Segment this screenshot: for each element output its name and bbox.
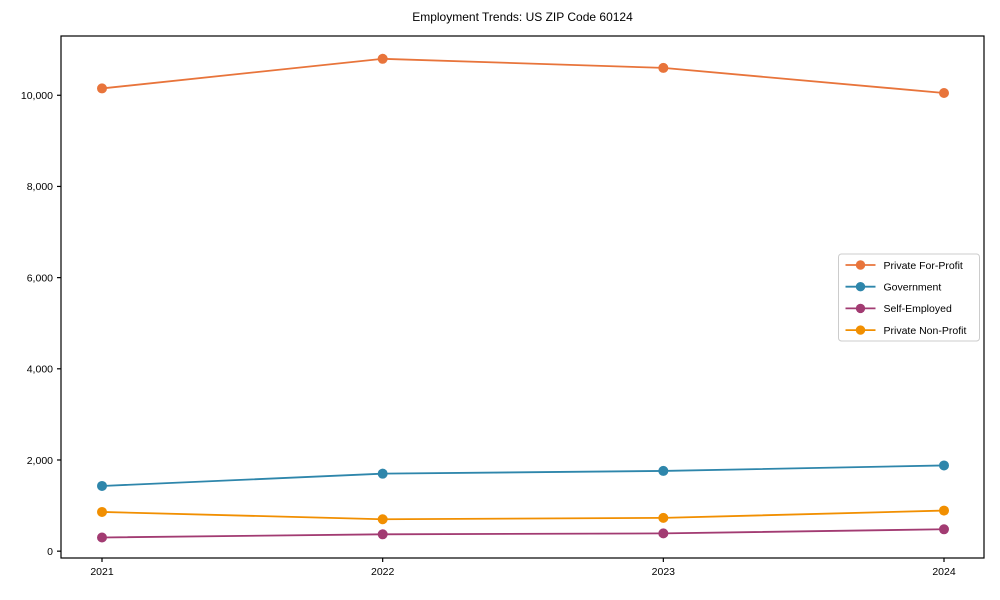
- x-tick-label: 2022: [371, 566, 395, 578]
- legend-label: Private Non-Profit: [884, 325, 967, 337]
- x-tick-label: 2024: [932, 566, 956, 578]
- data-point: [658, 62, 669, 73]
- data-point: [377, 53, 388, 64]
- legend-sample-marker: [855, 260, 866, 270]
- y-tick-label: 4,000: [27, 364, 53, 376]
- legend-box: [838, 253, 980, 342]
- plot-border: [60, 35, 985, 559]
- chart-title: Employment Trends: US ZIP Code 60124: [412, 10, 633, 24]
- data-point: [939, 505, 949, 516]
- series-line-self-employed: [101, 528, 945, 539]
- series-line-private-non-profit: [101, 509, 945, 521]
- x-tick-label: 2023: [652, 566, 676, 578]
- y-tick-label: 6,000: [27, 272, 53, 284]
- y-tick-label: 2,000: [27, 455, 53, 467]
- data-point: [97, 532, 107, 543]
- x-tick-label: 2021: [90, 566, 114, 578]
- data-point: [97, 506, 107, 517]
- legend-label: Self-Employed: [884, 303, 952, 315]
- legend-sample-marker: [855, 282, 866, 292]
- legend-sample-marker: [855, 303, 866, 314]
- data-point: [97, 480, 107, 491]
- y-tick-label: 10,000: [21, 90, 53, 102]
- data-point: [939, 460, 949, 471]
- data-point: [658, 465, 669, 476]
- y-tick-label: 0: [47, 546, 53, 558]
- legend-label: Private For-Profit: [884, 260, 963, 272]
- data-point: [97, 83, 107, 94]
- data-point: [377, 529, 388, 540]
- data-point: [939, 87, 949, 98]
- data-point: [939, 524, 949, 535]
- series-line-private-for-profit: [101, 57, 945, 94]
- y-tick-label: 8,000: [27, 181, 53, 193]
- legend-label: Government: [884, 282, 942, 294]
- data-point: [377, 468, 388, 479]
- data-point: [377, 514, 388, 525]
- data-point: [658, 512, 669, 523]
- data-point: [658, 528, 669, 539]
- legend-sample-marker: [855, 325, 866, 335]
- series-line-government: [101, 464, 945, 487]
